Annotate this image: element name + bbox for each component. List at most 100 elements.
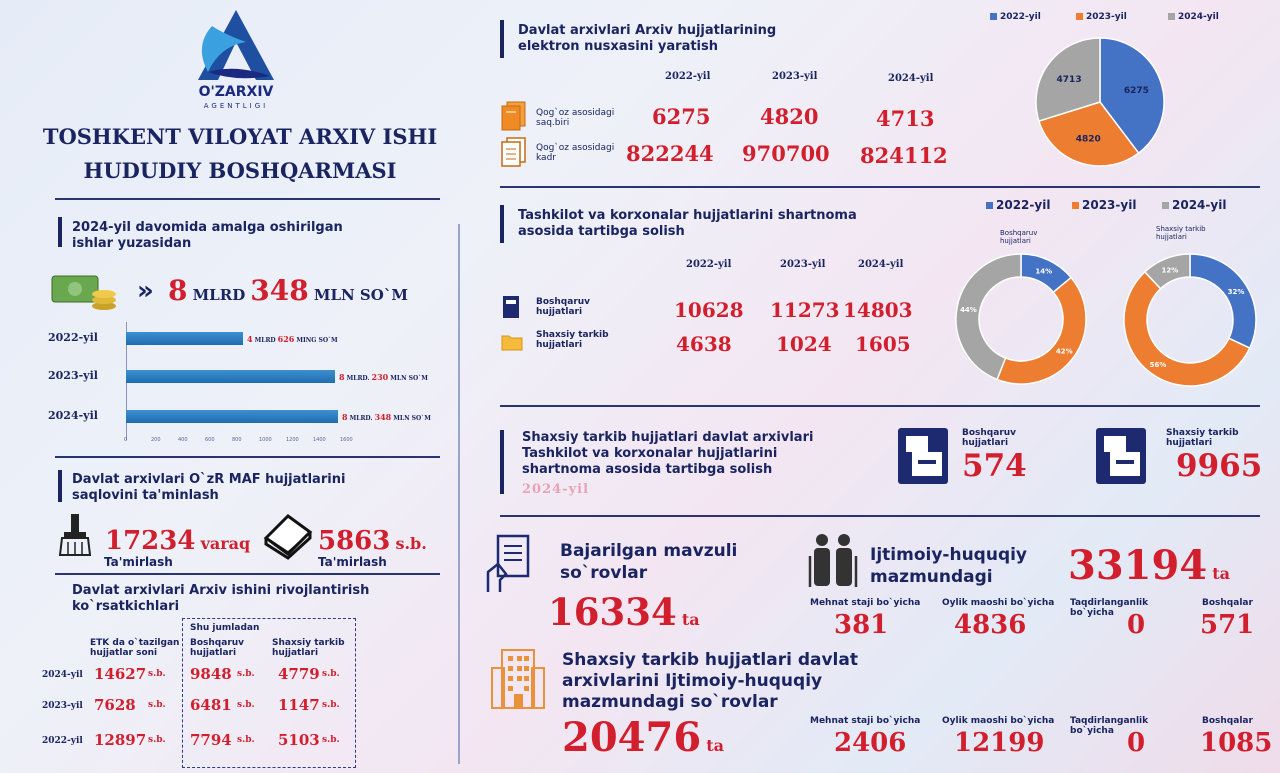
axis-tick-label: 400 xyxy=(178,437,188,443)
axis-tick-label: 600 xyxy=(205,437,215,443)
revenue-bar-chart: 2022-yil 4 MLRD 626 MING SO`M 2023-yil 8 MLRD. 2… xyxy=(40,322,460,447)
section-marker xyxy=(500,20,504,58)
social-num: 33194 xyxy=(1068,542,1208,589)
bar-value-part: MLN SO`M xyxy=(390,375,428,382)
thematic-num: 16334 xyxy=(548,590,677,634)
category-value: 1085 xyxy=(1200,728,1273,758)
chart-slice xyxy=(1189,253,1257,350)
contract-title-l1: Tashkilot va korxonalar hujjatlarini sha… xyxy=(518,208,857,223)
maf-item1-label: Ta'mirlash xyxy=(104,555,173,569)
contract-row2-l2: hujjatlari xyxy=(536,340,583,350)
legend-label: 2023-yil xyxy=(1082,198,1137,212)
personal-req-l1: Shaxsiy tarkib hujjatlari davlat xyxy=(562,650,858,670)
book-icon xyxy=(262,510,314,560)
bar-value-part: MLRD xyxy=(254,337,276,344)
revenue-title-l1: 2024-yil davomida amalga oshirilgan xyxy=(72,220,343,235)
contract-row2-v1: 4638 xyxy=(676,332,732,356)
divider xyxy=(55,198,440,200)
ecopy-title-l1: Davlat arxivlari Arxiv hujjatlarining xyxy=(518,23,777,38)
section-marker xyxy=(58,470,62,502)
axis-tick-label: 800 xyxy=(232,437,242,443)
divider xyxy=(500,405,1260,407)
section-marker xyxy=(500,205,504,243)
dev-row-unit: s.b. xyxy=(237,735,255,745)
personal-title-l2: Tashkilot va korxonalar hujjatlarini xyxy=(522,446,778,461)
dev-row-etk: 12897 xyxy=(94,731,147,749)
legend-swatch xyxy=(1168,13,1175,20)
chart-slice xyxy=(996,276,1087,385)
legend-item: 2022-yil xyxy=(990,12,1041,22)
dev-col2-l2: hujjatlari xyxy=(190,648,237,658)
chart-slice xyxy=(1099,37,1165,155)
axis-tick-label: 0 xyxy=(124,437,128,443)
bar-year-label: 2024-yil xyxy=(48,409,98,422)
social-l1: Ijtimoiy-huquqiy xyxy=(870,545,1028,565)
social-value: 33194 ta xyxy=(1068,542,1230,589)
personal-req-l3: mazmundagi so`rovlar xyxy=(562,692,778,712)
building-icon xyxy=(488,646,548,710)
divider xyxy=(500,186,1260,188)
revenue-total-unit2: MLN SO`M xyxy=(313,286,408,304)
chart-slice xyxy=(1035,37,1101,123)
slice-label: 4713 xyxy=(1057,75,1082,85)
bar-value-part: 4 xyxy=(247,334,253,344)
thematic-l2: so`rovlar xyxy=(560,563,648,583)
bar-value-part: MLRD. xyxy=(346,375,370,382)
category-label: Taqdirlanganlik xyxy=(1070,598,1149,608)
bar-value-part: 8 xyxy=(339,372,345,382)
category-label: Mehnat staji bo`yicha xyxy=(810,716,921,726)
bar-value-part: 348 xyxy=(374,412,392,422)
personal-year: 2024-yil xyxy=(522,482,590,497)
dev-row-shax: 4779 xyxy=(278,665,320,683)
dev-row-bosh: 7794 xyxy=(190,731,232,749)
ecopy-row1-v3: 4713 xyxy=(876,106,935,131)
contract-year-3: 2024-yil xyxy=(858,259,904,270)
category-label: bo`yicha xyxy=(1070,608,1114,618)
category-value: 12199 xyxy=(954,728,1045,758)
ecopy-year-2: 2023-yil xyxy=(772,71,818,82)
folder-stack-icon xyxy=(499,100,529,132)
slice-label: 14% xyxy=(1035,268,1052,276)
personal-b2-l1: Shaxsiy tarkib xyxy=(1166,428,1239,438)
dev-row-unit: s.b. xyxy=(322,669,340,679)
dev-incl-label: Shu jumladan xyxy=(190,623,260,633)
personal-req-num: 20476 xyxy=(562,714,702,761)
legend-label: 2024-yil xyxy=(1178,12,1219,22)
category-label: bo`yicha xyxy=(1070,726,1114,736)
legend-item: 2024-yil xyxy=(1162,198,1226,212)
legend-label: 2022-yil xyxy=(996,198,1051,212)
slice-label: 6275 xyxy=(1124,86,1149,96)
maf-item2: 5863 s.b. xyxy=(318,526,427,556)
bar-value-part: MLN SO`M xyxy=(393,415,431,422)
ecopy-year-1: 2022-yil xyxy=(665,71,711,82)
section-marker xyxy=(500,430,504,494)
bar-value-label: 8 MLRD. 230 MLN SO`M xyxy=(339,372,430,382)
legend-item: 2023-yil xyxy=(1076,12,1127,22)
dev-title-l1: Davlat arxivlari Arxiv ishini rivojlanti… xyxy=(72,583,370,598)
personal-b2-num: 9965 xyxy=(1176,448,1263,484)
dev-col3-l2: hujjatlari xyxy=(272,648,319,658)
dev-row-unit: s.b. xyxy=(148,669,166,679)
cabinet-icon xyxy=(1094,426,1148,486)
contract-year-2: 2023-yil xyxy=(780,259,826,270)
revenue-title-l2: ishlar yuzasidan xyxy=(72,236,192,251)
brush-icon xyxy=(56,512,96,557)
dev-row-year: 2024-yil xyxy=(42,670,83,680)
bar-value-part: MLRD. xyxy=(349,415,373,422)
contract-row1-l2: hujjatlari xyxy=(536,307,583,317)
bar-value-part: 230 xyxy=(371,372,389,382)
bar-value-part: 8 xyxy=(342,412,348,422)
revenue-total: 8 MLRD 348 MLN SO`M xyxy=(168,274,408,307)
ecopy-row2-v3: 824112 xyxy=(860,143,948,168)
bar-year-label: 2022-yil xyxy=(48,331,98,344)
chart-slice xyxy=(1037,101,1140,167)
contract-row1-v1: 10628 xyxy=(674,298,744,322)
contract-row1-l1: Boshqaruv xyxy=(536,297,591,307)
donut2-title-l1: Shaxsiy tarkib xyxy=(1156,225,1206,233)
maf-item1-num: 17234 xyxy=(105,526,196,556)
dev-row-unit: s.b. xyxy=(148,735,166,745)
category-value: 0 xyxy=(1127,610,1146,640)
revenue-bar xyxy=(126,410,338,423)
section-marker xyxy=(58,217,62,247)
legend-swatch xyxy=(1076,13,1083,20)
